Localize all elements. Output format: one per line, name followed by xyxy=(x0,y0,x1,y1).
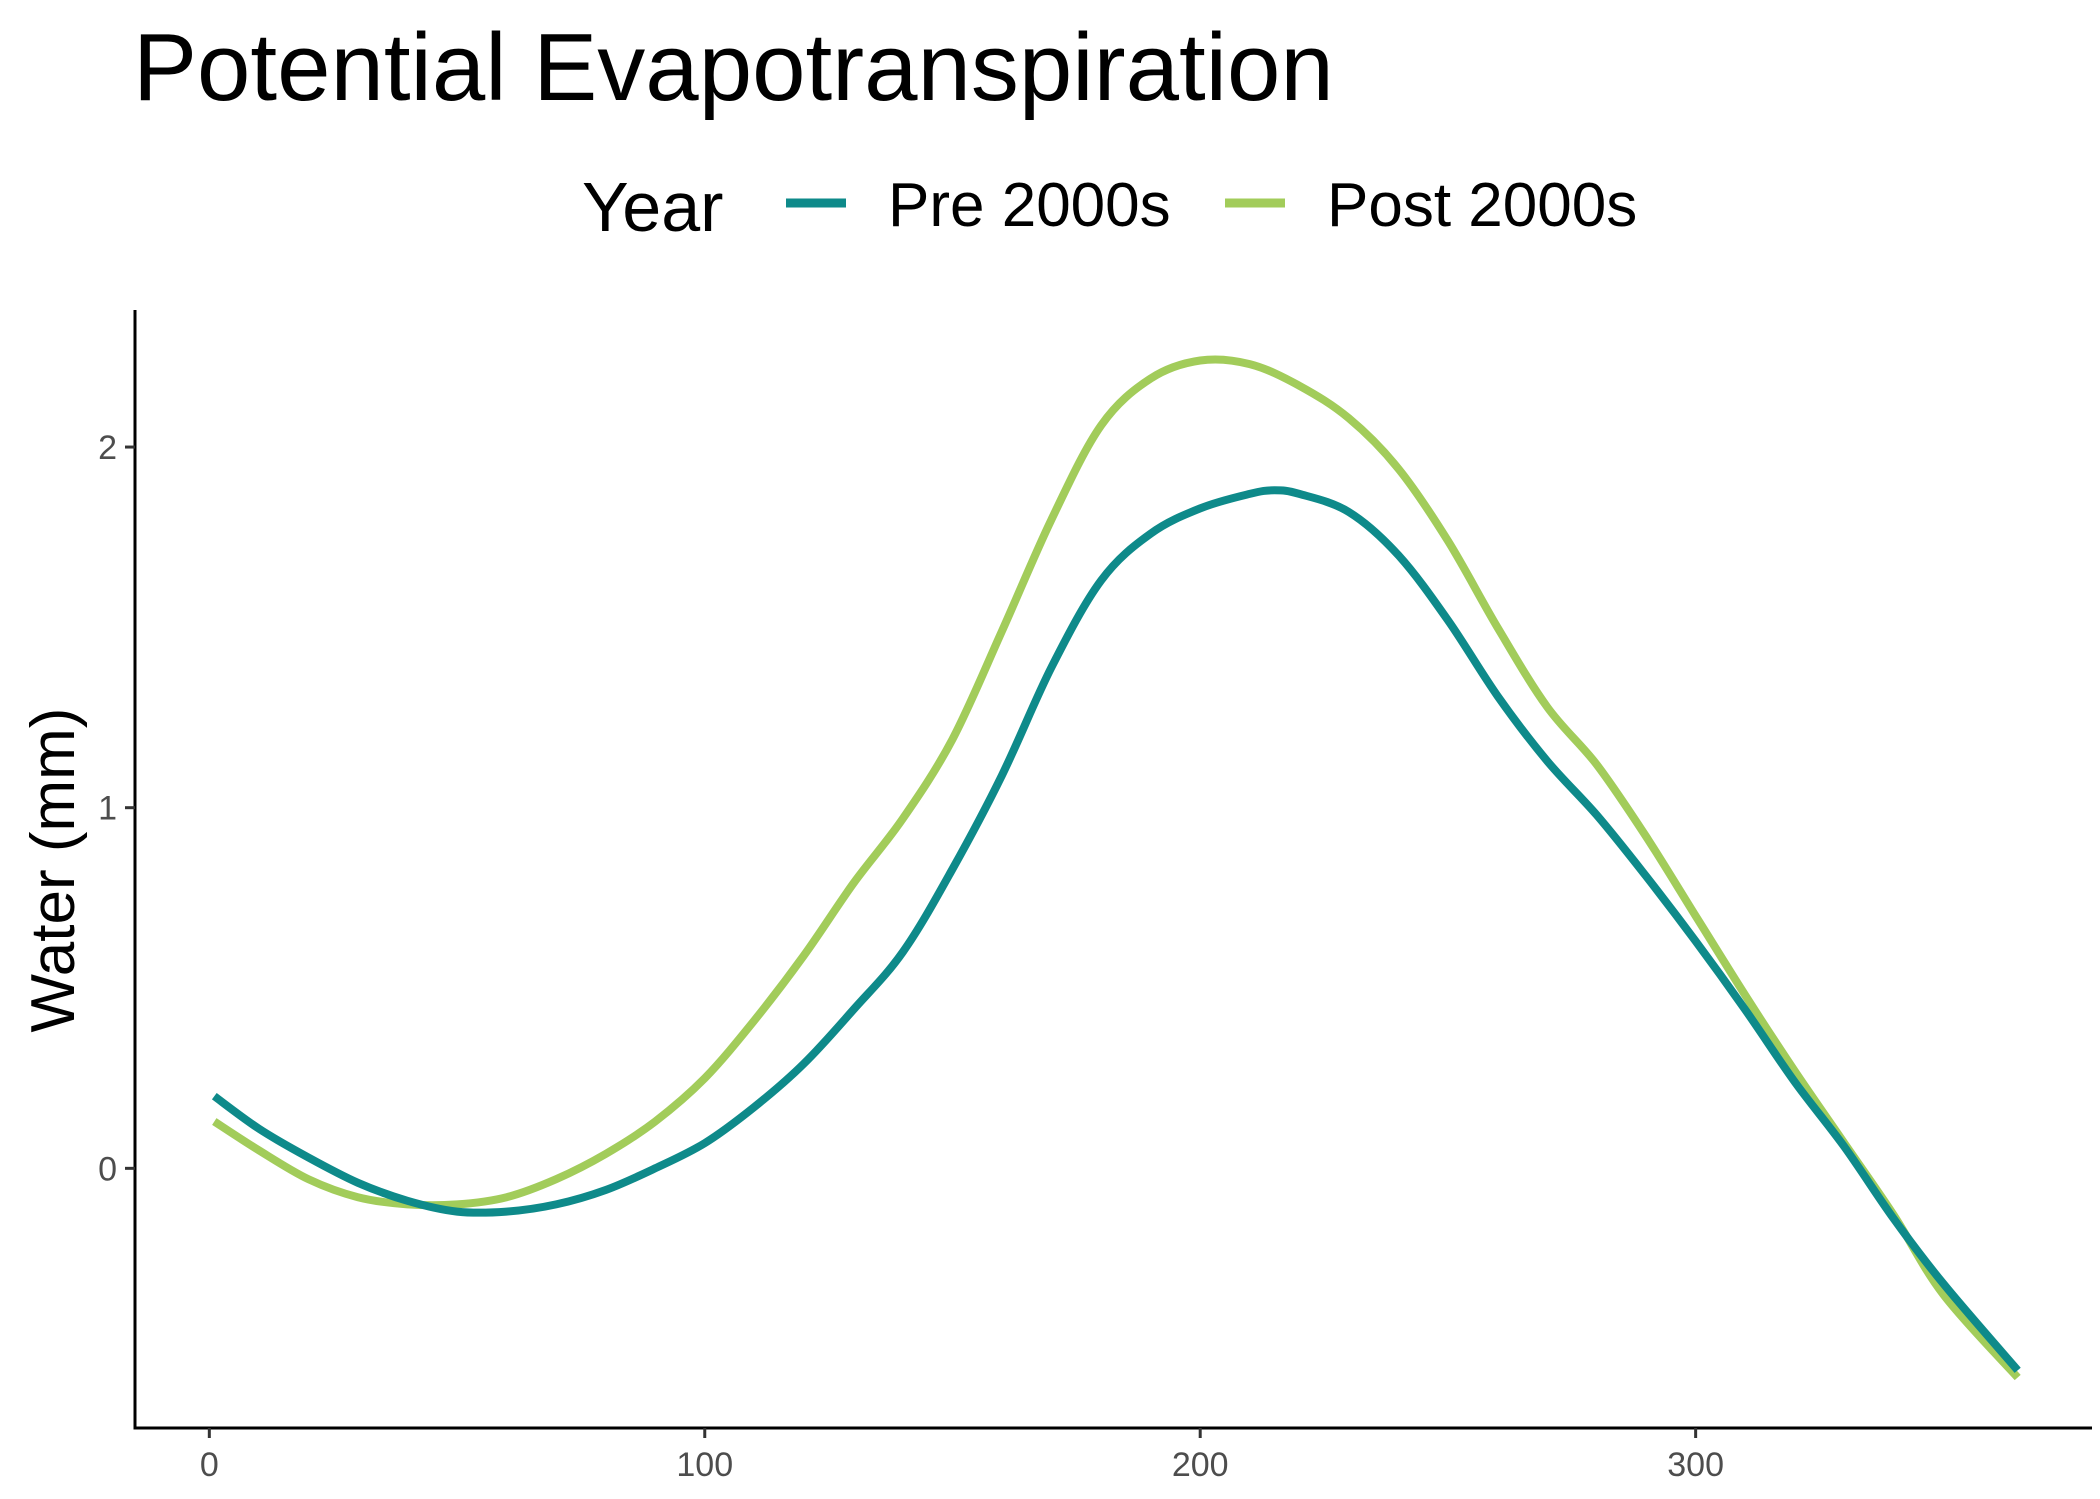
axis-ticks: 0 100 200 300 0 1 2 xyxy=(98,429,1724,1484)
x-tick-label: 100 xyxy=(676,1446,733,1484)
x-tick-label: 0 xyxy=(200,1446,219,1484)
x-tick-label: 200 xyxy=(1172,1446,1229,1484)
plot-area: 0 100 200 300 0 1 2 xyxy=(98,310,2092,1484)
legend-label: Pre 2000s xyxy=(888,171,1171,240)
y-tick-label: 1 xyxy=(98,790,117,828)
x-tick-label: 300 xyxy=(1667,1446,1724,1484)
series-group xyxy=(211,355,2021,1381)
legend: Year Pre 2000s Post 2000s xyxy=(582,168,1637,246)
legend-label: Post 2000s xyxy=(1327,171,1637,240)
chart-title: Potential Evapotranspiration xyxy=(133,14,1334,121)
y-tick-label: 0 xyxy=(98,1150,117,1188)
legend-title: Year xyxy=(582,168,723,246)
series-line-pre-2000s xyxy=(211,486,2021,1373)
series-line-post-2000s xyxy=(212,355,2021,1381)
y-axis-label: Water (mm) xyxy=(19,708,88,1033)
y-tick-label: 2 xyxy=(98,429,117,467)
